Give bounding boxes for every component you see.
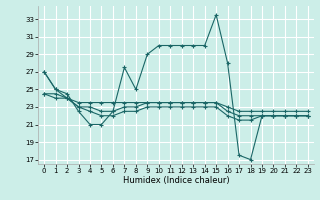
X-axis label: Humidex (Indice chaleur): Humidex (Indice chaleur) <box>123 176 229 185</box>
